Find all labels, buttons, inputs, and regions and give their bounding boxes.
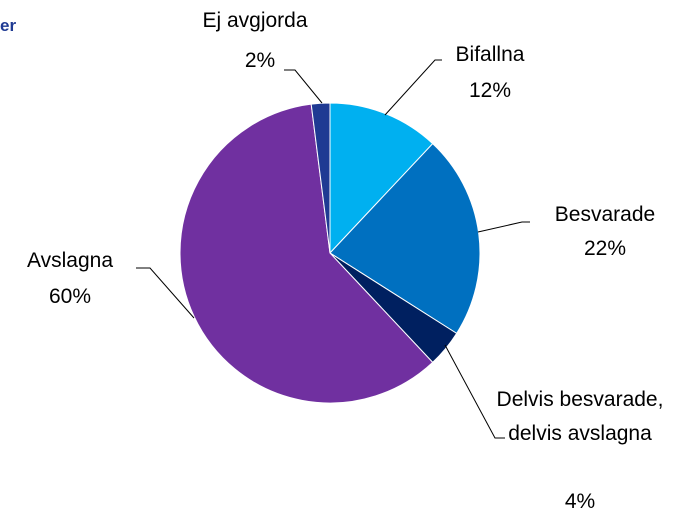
slice-label: Avslagna [26, 249, 113, 272]
pie-slice [179, 103, 434, 404]
slice-value-label: 4% [564, 490, 596, 510]
leader-lines [136, 59, 530, 439]
leader-line [444, 344, 505, 439]
leader-line [136, 267, 195, 319]
pie-slice [310, 102, 331, 254]
chart-title: er [0, 16, 17, 35]
slice-label: Bifallna [455, 43, 525, 66]
slice-label: Delvis besvarade, delvis avslagna [496, 388, 664, 445]
slice-value-label: 12% [468, 79, 512, 102]
leader-line [284, 69, 323, 104]
slice-value-label: 60% [48, 285, 92, 308]
slice-label: Ej avgjorda [202, 9, 308, 32]
slice-label: Besvarade [554, 203, 656, 226]
pie-slice [329, 102, 434, 255]
slice-value-label: 22% [583, 237, 627, 260]
pie-slice [329, 142, 481, 335]
leader-line [384, 59, 442, 116]
leader-line [477, 221, 530, 233]
slice-value-label: 2% [244, 49, 276, 72]
